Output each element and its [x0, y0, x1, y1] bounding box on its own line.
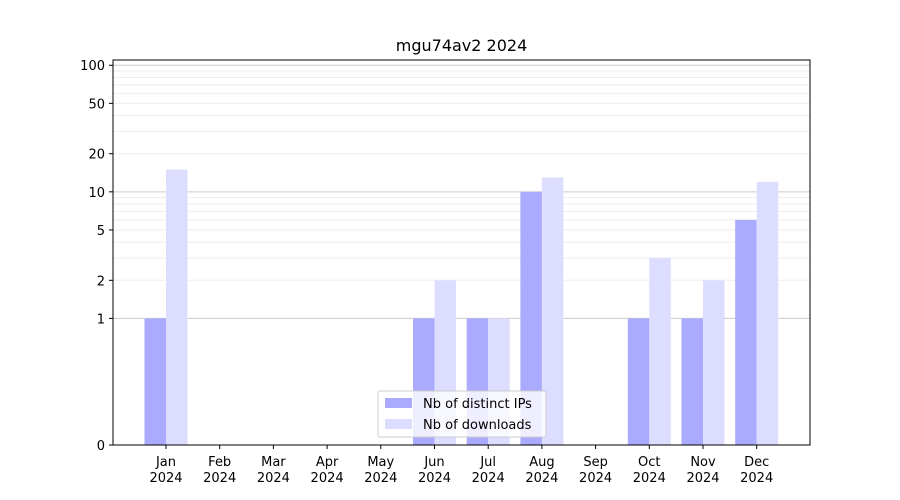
- x-tick-label-year: 2024: [472, 471, 505, 486]
- x-tick-label-month: Aug: [529, 455, 554, 470]
- x-tick-label-year: 2024: [364, 471, 397, 486]
- x-tick-label-year: 2024: [633, 471, 666, 486]
- y-tick-label: 1: [97, 312, 105, 327]
- x-tick-label-month: Oct: [638, 455, 660, 470]
- y-tick-label: 0: [97, 439, 105, 454]
- x-tick-label-year: 2024: [579, 471, 612, 486]
- x-tick-label-month: Mar: [261, 455, 286, 470]
- x-tick-label-year: 2024: [525, 471, 558, 486]
- x-axis: Jan2024Feb2024Mar2024Apr2024May2024Jun20…: [149, 445, 773, 486]
- legend-swatch-downloads: [385, 419, 412, 429]
- y-tick-label: 100: [80, 59, 105, 74]
- x-tick-label-year: 2024: [203, 471, 236, 486]
- y-tick-label: 10: [88, 186, 105, 201]
- x-tick-label-month: Apr: [316, 455, 339, 470]
- y-tick-label: 2: [97, 274, 105, 289]
- x-tick-label-year: 2024: [257, 471, 290, 486]
- y-tick-label: 20: [88, 148, 105, 163]
- x-tick-label-month: Jul: [479, 455, 496, 470]
- bar-distinct-ips: [144, 318, 166, 445]
- x-tick-label-month: Dec: [744, 455, 769, 470]
- x-tick-label-year: 2024: [686, 471, 719, 486]
- legend-swatch-distinct-ips: [385, 398, 412, 408]
- bar-distinct-ips: [735, 219, 757, 445]
- bar-distinct-ips: [627, 318, 650, 445]
- x-tick-label-month: Feb: [208, 455, 231, 470]
- x-tick-label-year: 2024: [740, 471, 773, 486]
- legend-label-distinct-ips: Nb of distinct IPs: [423, 397, 532, 412]
- y-tick-label: 50: [88, 97, 105, 112]
- bar-downloads: [541, 177, 564, 446]
- bar-downloads: [649, 258, 671, 445]
- chart-title: mgu74av2 2024: [396, 36, 528, 55]
- x-tick-label-month: Nov: [690, 455, 716, 470]
- plot-area-frame: [112, 59, 811, 446]
- bar-downloads: [703, 280, 725, 445]
- y-axis: 0 1 2 5 10 20 50 100: [80, 59, 113, 454]
- x-tick-label-month: Jun: [423, 455, 444, 470]
- bar-distinct-ips: [520, 191, 542, 445]
- bar-distinct-ips: [681, 318, 703, 445]
- x-tick-label-year: 2024: [418, 471, 451, 486]
- x-tick-label-year: 2024: [149, 471, 182, 486]
- y-tick-label: 5: [97, 224, 105, 239]
- x-tick-label-month: Jan: [155, 455, 176, 470]
- bar-downloads: [756, 181, 779, 445]
- legend: Nb of distinct IPs Nb of downloads: [377, 390, 547, 438]
- x-tick-label-month: May: [367, 455, 394, 470]
- x-tick-label-month: Sep: [583, 455, 608, 470]
- bar-downloads: [166, 169, 188, 445]
- x-tick-label-year: 2024: [311, 471, 344, 486]
- legend-label-downloads: Nb of downloads: [423, 418, 532, 433]
- legend-box: [377, 390, 547, 438]
